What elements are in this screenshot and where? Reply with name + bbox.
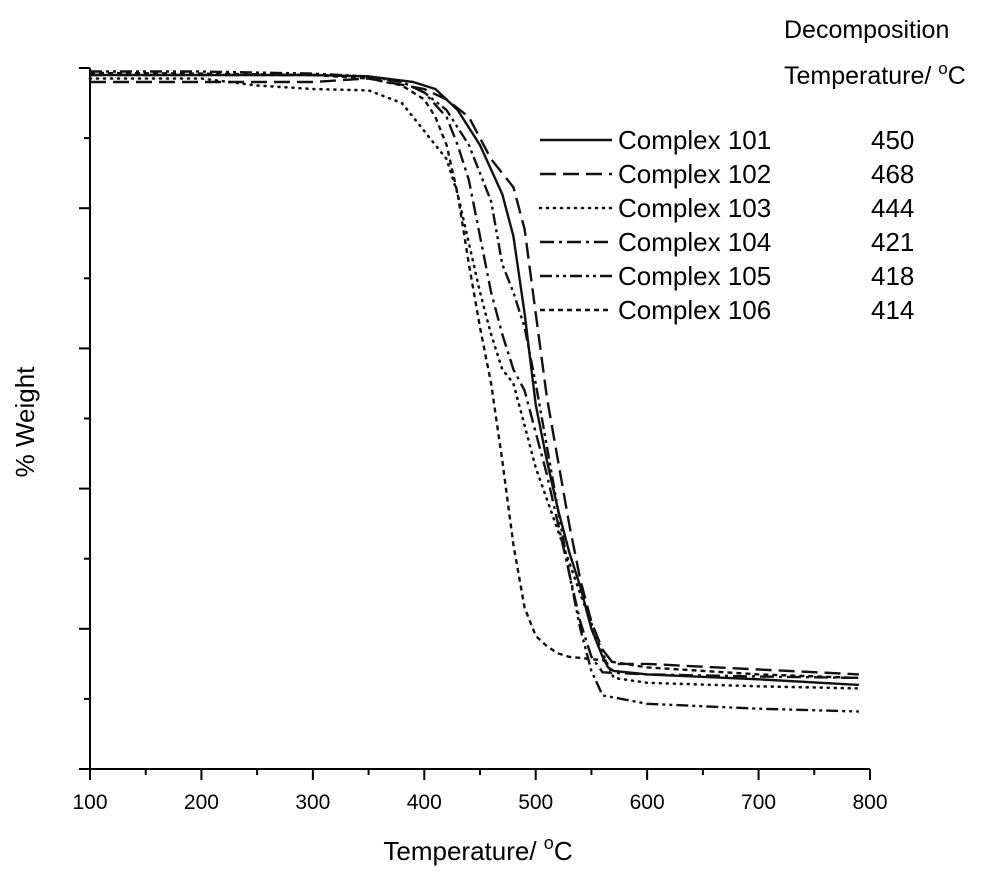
legend: Decomposition Temperature/ oC Complex 10… xyxy=(538,16,966,325)
y-axis-title: % Weight xyxy=(10,366,40,478)
legend-label-1: Complex 101 xyxy=(618,125,771,155)
x-axis-title: Temperature/ oC xyxy=(383,833,572,866)
series-line-6 xyxy=(89,71,859,680)
x-tick-label: 400 xyxy=(407,791,442,814)
decomposition-temp-5: 418 xyxy=(871,261,914,291)
legend-header-line2: Temperature/ oC xyxy=(784,59,966,90)
legend-header-line1: Decomposition xyxy=(784,16,949,44)
series-line-3 xyxy=(88,77,861,690)
series-line-2 xyxy=(90,77,859,676)
decomposition-temp-3: 444 xyxy=(871,193,914,223)
decomposition-temp-1: 450 xyxy=(871,125,914,155)
legend-label-4: Complex 104 xyxy=(618,227,771,257)
legend-entries: Complex 101 450 Complex 102 468 Complex 103 4… xyxy=(538,125,914,325)
legend-label-5: Complex 105 xyxy=(618,261,771,291)
legend-label-3: Complex 103 xyxy=(618,193,771,223)
x-tick-label: 300 xyxy=(295,791,330,814)
decomposition-temp-6: 414 xyxy=(871,295,914,325)
x-tick-label: 600 xyxy=(630,791,665,814)
x-tick-label: 200 xyxy=(184,791,219,814)
series-line-5 xyxy=(90,70,859,713)
x-tick-label: 100 xyxy=(72,791,107,814)
x-tick-label: 500 xyxy=(518,791,553,814)
legend-label-2: Complex 102 xyxy=(618,159,771,189)
plot-lines xyxy=(88,70,861,713)
decomposition-temp-2: 468 xyxy=(871,159,914,189)
decomposition-temp-4: 421 xyxy=(871,227,914,257)
x-tick-label: 800 xyxy=(852,791,887,814)
axes: 100 200 300 400 500 600 700 800 xyxy=(72,67,888,814)
legend-label-6: Complex 106 xyxy=(618,295,771,325)
x-tick-label: 700 xyxy=(741,791,776,814)
